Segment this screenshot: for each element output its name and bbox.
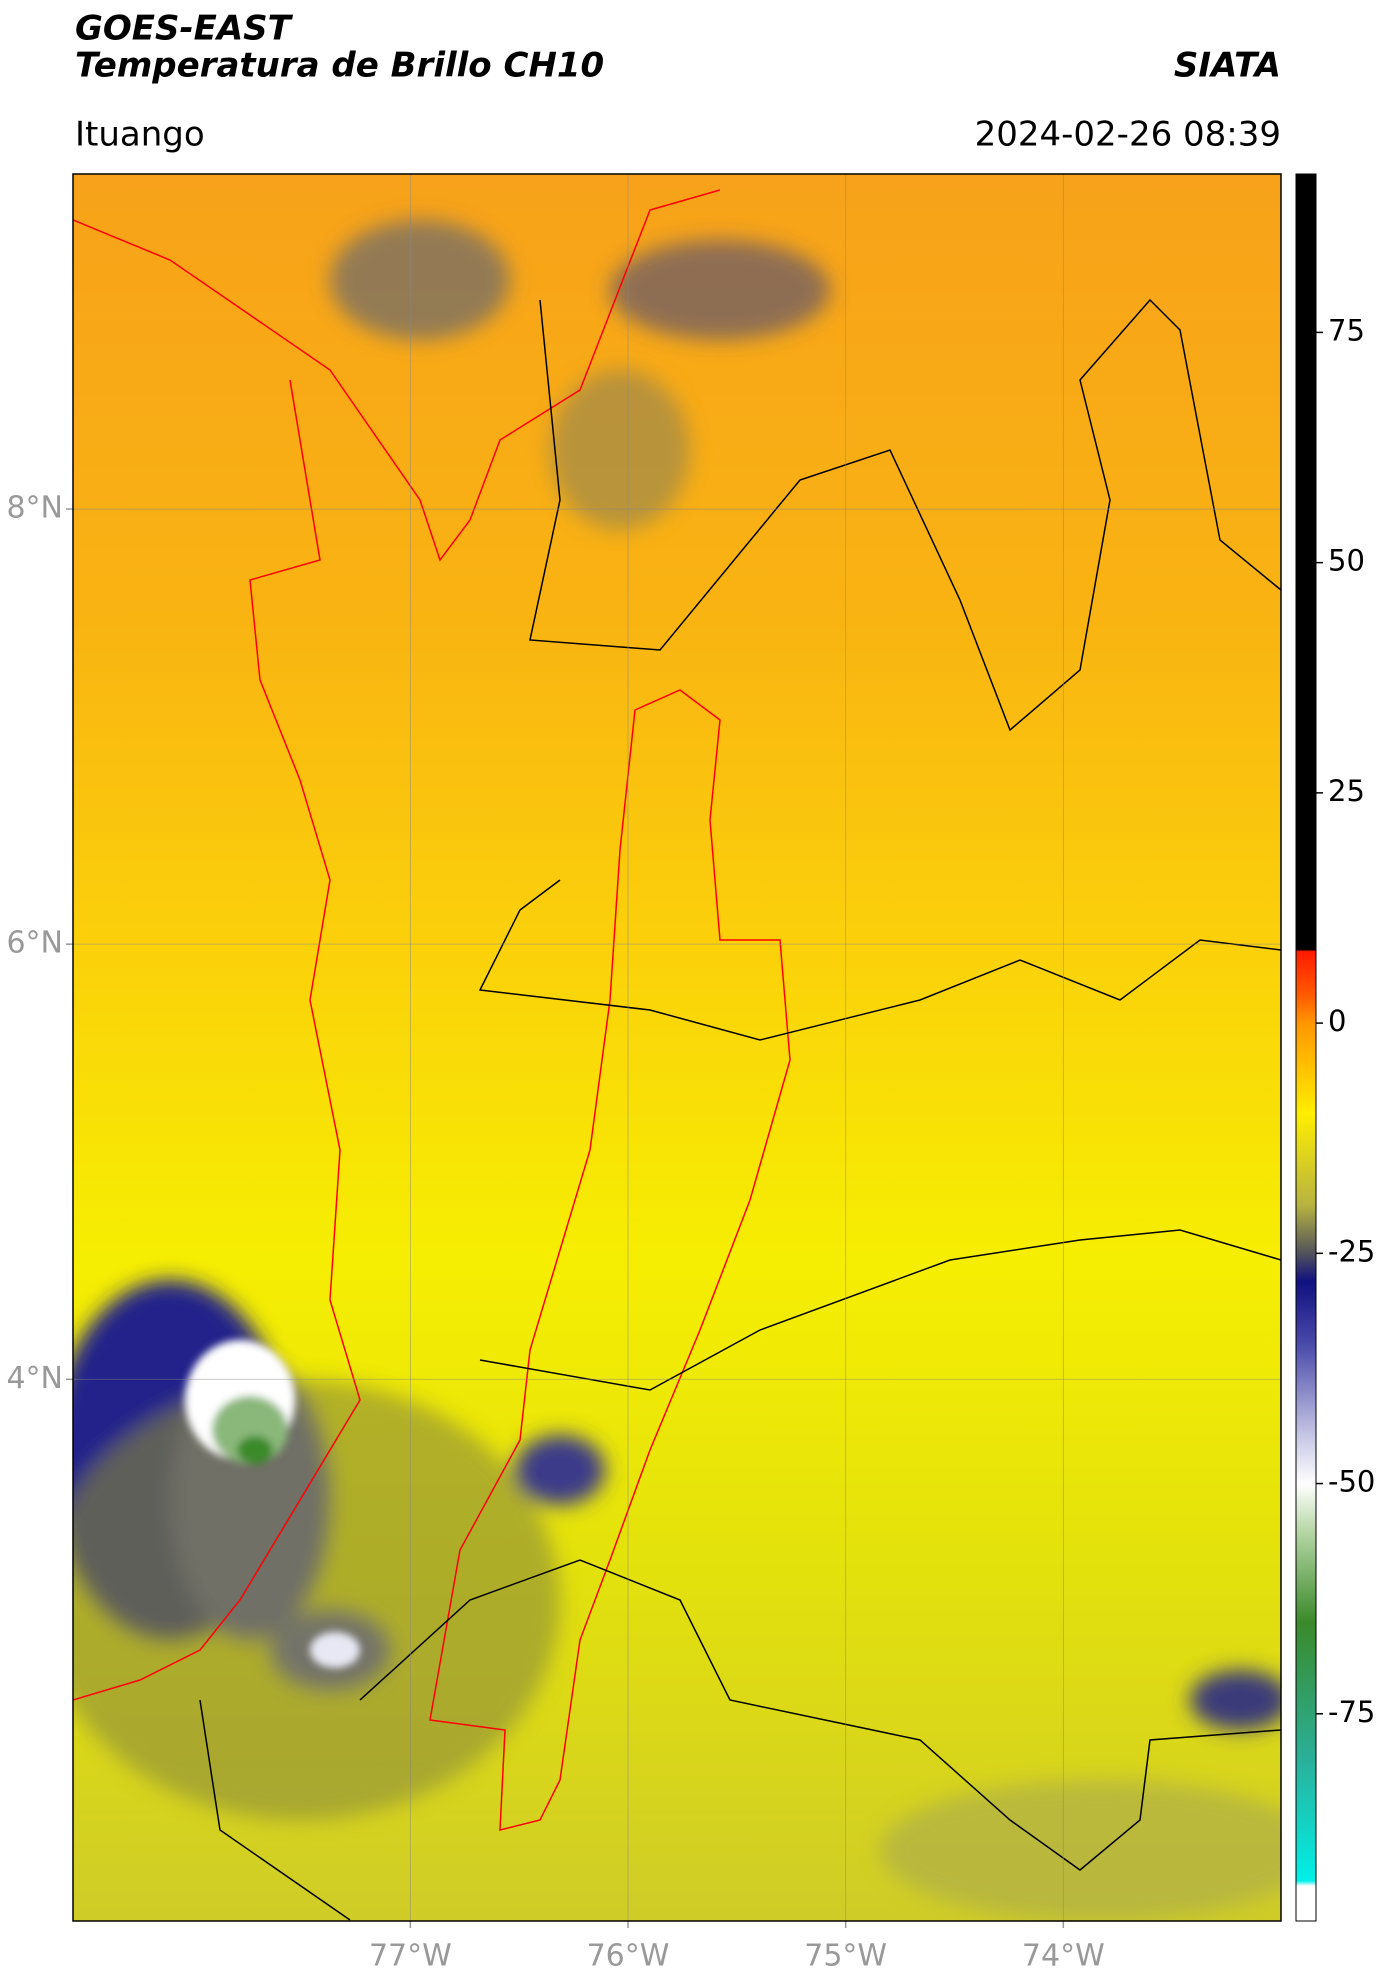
source: SIATA xyxy=(1174,46,1281,86)
colorbar-tick-label: -25 xyxy=(1328,1234,1375,1268)
colorbar-tick-label: 50 xyxy=(1328,544,1365,578)
colorbar xyxy=(1295,173,1317,1922)
x-tick-label: 76°W xyxy=(587,1939,670,1974)
x-tick-label: 74°W xyxy=(1022,1939,1105,1974)
y-tick-label: 4°N xyxy=(6,1361,63,1396)
y-tick-label: 6°N xyxy=(6,926,63,961)
colorbar-tick-label: 75 xyxy=(1328,313,1365,347)
title: GOES-EAST xyxy=(75,9,294,49)
x-tick-label: 77°W xyxy=(369,1939,452,1974)
coastline xyxy=(73,379,361,1701)
timestamp: 2024-02-26 08:39 xyxy=(975,115,1281,155)
graticule xyxy=(66,174,1281,1928)
basin-outline xyxy=(429,689,791,1831)
x-tick-label: 75°W xyxy=(804,1939,887,1974)
map-frame xyxy=(72,173,1282,1922)
colorbar-tick-label: -75 xyxy=(1328,1695,1375,1729)
colorbar-tick-label: 0 xyxy=(1328,1004,1346,1038)
colorbar-tick-label: -50 xyxy=(1328,1465,1375,1499)
location: Ituango xyxy=(75,115,205,155)
coastline xyxy=(73,189,721,562)
cold-core xyxy=(185,1340,360,1668)
subtitle: Temperatura de Brillo CH10 xyxy=(75,46,604,86)
department-borders xyxy=(199,298,1281,1921)
map-image xyxy=(73,174,1281,1921)
y-tick-label: 8°N xyxy=(6,491,63,526)
colorbar-tick-label: 25 xyxy=(1328,774,1365,808)
